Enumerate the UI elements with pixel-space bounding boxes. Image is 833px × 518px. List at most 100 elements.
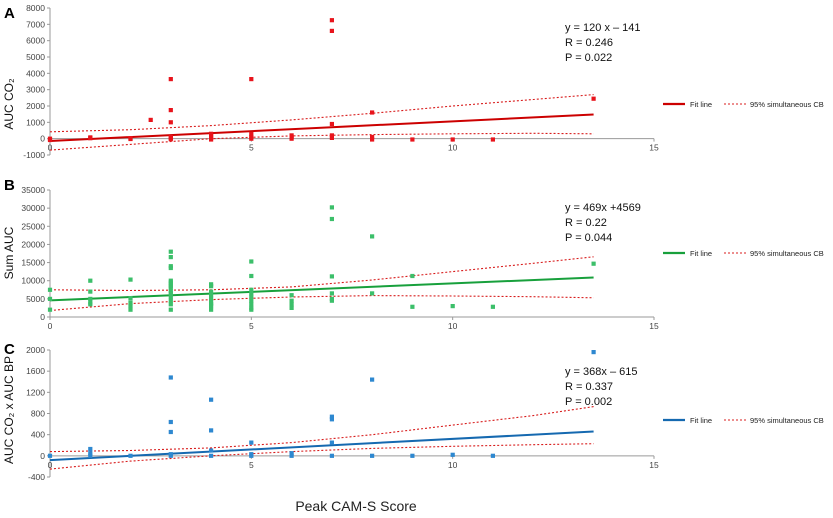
panel-a-data-point xyxy=(249,131,254,136)
panel-a-y-tick-label: 5000 xyxy=(26,52,45,62)
panel-a-y-label: AUC CO₂ xyxy=(2,78,16,130)
panel-b-data-point xyxy=(370,291,375,296)
panel-a-data-point xyxy=(249,136,254,141)
panel-b-data-point xyxy=(88,296,93,301)
panel-a-data-point xyxy=(490,137,495,142)
panel-c-fit-line xyxy=(49,430,594,462)
panel-b: B Sum AUC y = 469x +4569 R = 0.22 P = 0.… xyxy=(2,177,824,331)
panel-b-data-point xyxy=(168,285,173,291)
panel-c-equation: y = 368x – 615 xyxy=(565,366,637,378)
panel-b-y-tick-label: 0 xyxy=(40,312,45,322)
panel-c-data-point xyxy=(128,453,133,458)
panel-a-legend-cb-label: 95% simultaneous CB xyxy=(750,100,824,109)
panel-c-y-label: AUC CO₂ x AUC BP xyxy=(2,356,16,464)
panel-b-data-point xyxy=(450,304,455,309)
panel-a-x-tick-label: 10 xyxy=(448,143,458,153)
panel-b-data-point xyxy=(249,287,254,292)
panel-b-data-point xyxy=(209,284,214,289)
panel-b-y-tick-label: 35000 xyxy=(21,185,45,195)
panel-b-y-tick-label: 10000 xyxy=(21,276,45,286)
panel-c-data-point xyxy=(209,453,214,458)
panel-b-data-point xyxy=(168,298,173,303)
panel-b-data-point xyxy=(168,265,173,271)
panel-b-cb-upper xyxy=(49,256,594,292)
panel-b-data-point xyxy=(209,296,214,301)
panel-a-x-tick-label: 15 xyxy=(649,143,659,153)
panel-b-x-tick-label: 0 xyxy=(48,321,53,331)
panel-a-data-point xyxy=(168,108,173,113)
panel-a-p-value: P = 0.022 xyxy=(565,52,612,64)
panel-a-data-point xyxy=(168,77,173,82)
panel-b-y-tick-label: 25000 xyxy=(21,221,45,231)
panel-b-data-point xyxy=(168,291,173,296)
panel-a-data-point xyxy=(289,136,294,141)
panel-b-data-point xyxy=(128,304,133,309)
panel-a-data-point xyxy=(168,137,173,142)
panel-c-y-tick-label: 800 xyxy=(31,409,45,419)
panel-a-data-point xyxy=(329,18,334,23)
panel-b-data-point xyxy=(249,259,254,264)
panel-b-data-point xyxy=(168,302,173,307)
panel-b-data-point xyxy=(289,298,294,303)
panel-b-y-tick-label: 15000 xyxy=(21,258,45,268)
panel-b-data-point xyxy=(209,307,214,312)
panel-b-data-point xyxy=(249,298,254,303)
panel-b-data-point xyxy=(289,302,294,307)
panel-a-fit-line xyxy=(49,113,594,142)
panel-a-data-point xyxy=(209,133,214,138)
panel-b-data-point xyxy=(591,261,596,266)
panel-c-y-tick-label: 1200 xyxy=(26,387,45,397)
panel-b-y-tick-label: 30000 xyxy=(21,203,45,213)
panel-c-data-point xyxy=(450,452,455,457)
panel-c-data-point xyxy=(329,414,334,419)
panel-a-data-point xyxy=(249,77,254,82)
panel-a-data-point xyxy=(450,137,455,142)
panel-c-data-point xyxy=(370,377,375,382)
panel-c-data-point xyxy=(591,350,596,355)
panel-a-y-tick-label: 3000 xyxy=(26,85,45,95)
panel-a-data-point xyxy=(47,137,53,143)
panel-c-y-tick-label: 400 xyxy=(31,430,45,440)
panel-b-data-point xyxy=(329,298,334,303)
panel-b-data-point xyxy=(329,274,334,279)
panel-b-y-label: Sum AUC xyxy=(2,226,16,279)
panel-b-data-point xyxy=(128,277,133,282)
panel-b-data-point xyxy=(410,273,415,279)
panel-a-data-point xyxy=(329,28,334,33)
panel-a-x-tick-label: 0 xyxy=(48,143,53,153)
panel-a-data-point xyxy=(209,137,214,142)
panel-a-data-point xyxy=(329,121,334,127)
panel-a-data-point xyxy=(168,120,173,125)
panel-b-x-tick-label: 5 xyxy=(249,321,254,331)
panel-b-letter: B xyxy=(4,177,15,194)
panel-c-y-tick-label: 0 xyxy=(40,451,45,461)
panel-b-data-point xyxy=(128,307,133,312)
panel-b-data-point xyxy=(128,300,133,305)
panel-a-equation: y = 120 x – 141 xyxy=(565,22,641,34)
panel-b-data-point xyxy=(370,234,375,239)
panel-b-data-point xyxy=(490,304,495,309)
panel-b-data-point xyxy=(47,307,53,312)
panel-b-data-point xyxy=(209,293,214,298)
panel-b-data-point xyxy=(329,291,334,296)
panel-c-x-tick-label: 5 xyxy=(249,460,254,470)
panel-b-p-value: P = 0.044 xyxy=(565,232,612,244)
panel-b-data-point xyxy=(88,278,93,283)
panel-a-data-point xyxy=(329,133,334,138)
panel-a-x-tick-label: 5 xyxy=(249,143,254,153)
panel-b-data-point xyxy=(47,287,53,292)
panel-b-x-tick-label: 15 xyxy=(649,321,659,331)
panel-a-y-tick-label: 6000 xyxy=(26,36,45,46)
panel-b-data-point xyxy=(128,296,133,301)
panel-c-data-point xyxy=(209,428,214,433)
panel-a-y-tick-label: 7000 xyxy=(26,19,45,29)
panel-a-cb-lower xyxy=(49,132,594,151)
panel-c-data-point xyxy=(410,453,415,458)
panel-a-cb-upper xyxy=(49,94,594,133)
panel-a-data-point xyxy=(370,134,375,140)
panel-c-y-tick-label: -400 xyxy=(28,472,45,482)
panel-a-r-value: R = 0.246 xyxy=(565,37,613,49)
panel-c-x-tick-label: 10 xyxy=(448,460,458,470)
panel-c-data-point xyxy=(490,453,495,458)
panel-c-data-point xyxy=(289,453,294,458)
